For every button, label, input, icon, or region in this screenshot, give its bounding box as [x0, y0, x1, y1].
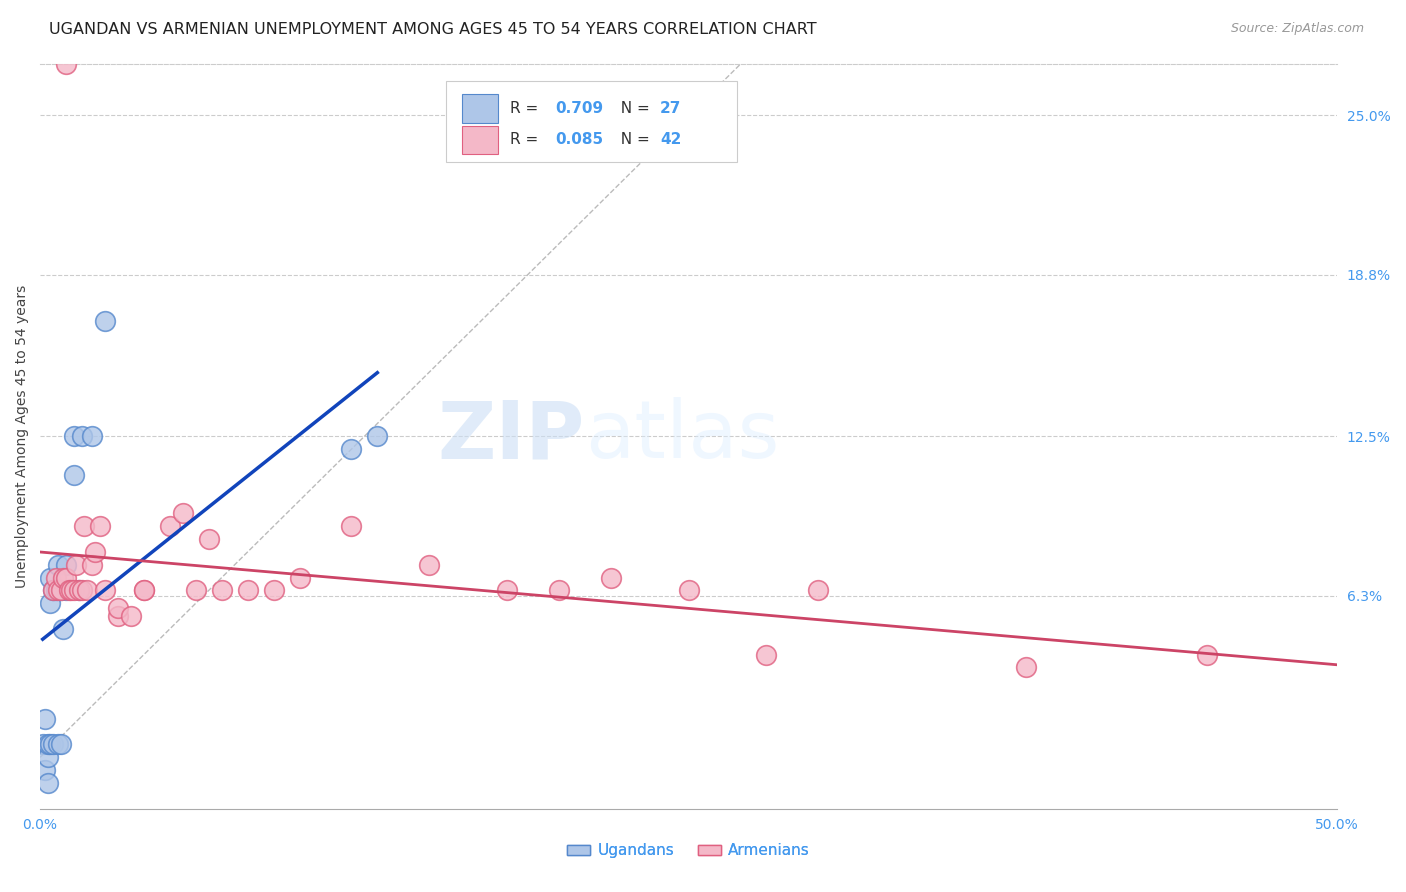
- Point: [107, 609, 129, 624]
- Point: [599, 571, 621, 585]
- Point: [132, 583, 155, 598]
- Text: atlas: atlas: [585, 397, 779, 475]
- Point: [80, 429, 103, 443]
- Point: [42, 738, 65, 752]
- Point: [49, 738, 72, 752]
- Point: [45, 571, 67, 585]
- Point: [55, 571, 77, 585]
- Point: [418, 558, 440, 572]
- Point: [236, 583, 259, 598]
- Point: [76, 583, 98, 598]
- Point: [39, 738, 62, 752]
- Point: [55, 57, 77, 71]
- FancyBboxPatch shape: [461, 126, 498, 154]
- Point: [60, 583, 83, 598]
- Point: [340, 519, 363, 533]
- Point: [548, 583, 571, 598]
- Point: [366, 429, 388, 443]
- Point: [39, 571, 62, 585]
- Point: [89, 519, 111, 533]
- Point: [94, 583, 117, 598]
- Point: [73, 519, 96, 533]
- Text: UGANDAN VS ARMENIAN UNEMPLOYMENT AMONG AGES 45 TO 54 YEARS CORRELATION CHART: UGANDAN VS ARMENIAN UNEMPLOYMENT AMONG A…: [49, 22, 817, 37]
- Point: [340, 442, 363, 457]
- Text: R =: R =: [509, 132, 543, 147]
- Point: [46, 738, 69, 752]
- Text: 42: 42: [659, 132, 682, 147]
- Text: ZIP: ZIP: [437, 397, 585, 475]
- Point: [288, 571, 311, 585]
- Point: [39, 596, 62, 610]
- Point: [184, 583, 207, 598]
- Point: [46, 558, 69, 572]
- Legend: Ugandans, Armenians: Ugandans, Armenians: [561, 837, 815, 864]
- Point: [70, 429, 93, 443]
- Text: N =: N =: [610, 101, 654, 116]
- Point: [45, 583, 67, 598]
- Point: [49, 583, 72, 598]
- Point: [63, 429, 86, 443]
- Point: [70, 583, 93, 598]
- Point: [263, 583, 285, 598]
- Text: 27: 27: [659, 101, 682, 116]
- FancyBboxPatch shape: [461, 95, 498, 122]
- Text: 0.709: 0.709: [555, 101, 603, 116]
- Point: [63, 583, 86, 598]
- Point: [37, 750, 59, 764]
- Point: [42, 583, 65, 598]
- Point: [37, 738, 59, 752]
- FancyBboxPatch shape: [446, 81, 737, 162]
- Point: [755, 648, 778, 662]
- Text: Source: ZipAtlas.com: Source: ZipAtlas.com: [1230, 22, 1364, 36]
- Point: [132, 583, 155, 598]
- Point: [807, 583, 830, 598]
- Point: [94, 314, 117, 328]
- Point: [496, 583, 519, 598]
- Point: [172, 507, 194, 521]
- Point: [42, 583, 65, 598]
- Text: N =: N =: [610, 132, 654, 147]
- Point: [46, 583, 69, 598]
- Point: [37, 776, 59, 790]
- Point: [211, 583, 233, 598]
- Point: [55, 558, 77, 572]
- Point: [34, 712, 56, 726]
- Point: [1197, 648, 1219, 662]
- Point: [63, 467, 86, 482]
- Point: [678, 583, 700, 598]
- Point: [120, 609, 142, 624]
- Text: R =: R =: [509, 101, 543, 116]
- Point: [197, 532, 219, 546]
- Point: [65, 558, 87, 572]
- Point: [67, 583, 90, 598]
- Point: [67, 583, 90, 598]
- Point: [58, 583, 80, 598]
- Point: [1015, 660, 1038, 674]
- Point: [52, 622, 75, 636]
- Text: 0.085: 0.085: [555, 132, 603, 147]
- Point: [159, 519, 181, 533]
- Point: [31, 738, 53, 752]
- Point: [83, 545, 105, 559]
- Point: [34, 763, 56, 777]
- Point: [52, 571, 75, 585]
- Point: [80, 558, 103, 572]
- Point: [55, 583, 77, 598]
- Point: [49, 583, 72, 598]
- Y-axis label: Unemployment Among Ages 45 to 54 years: Unemployment Among Ages 45 to 54 years: [15, 285, 30, 588]
- Point: [107, 601, 129, 615]
